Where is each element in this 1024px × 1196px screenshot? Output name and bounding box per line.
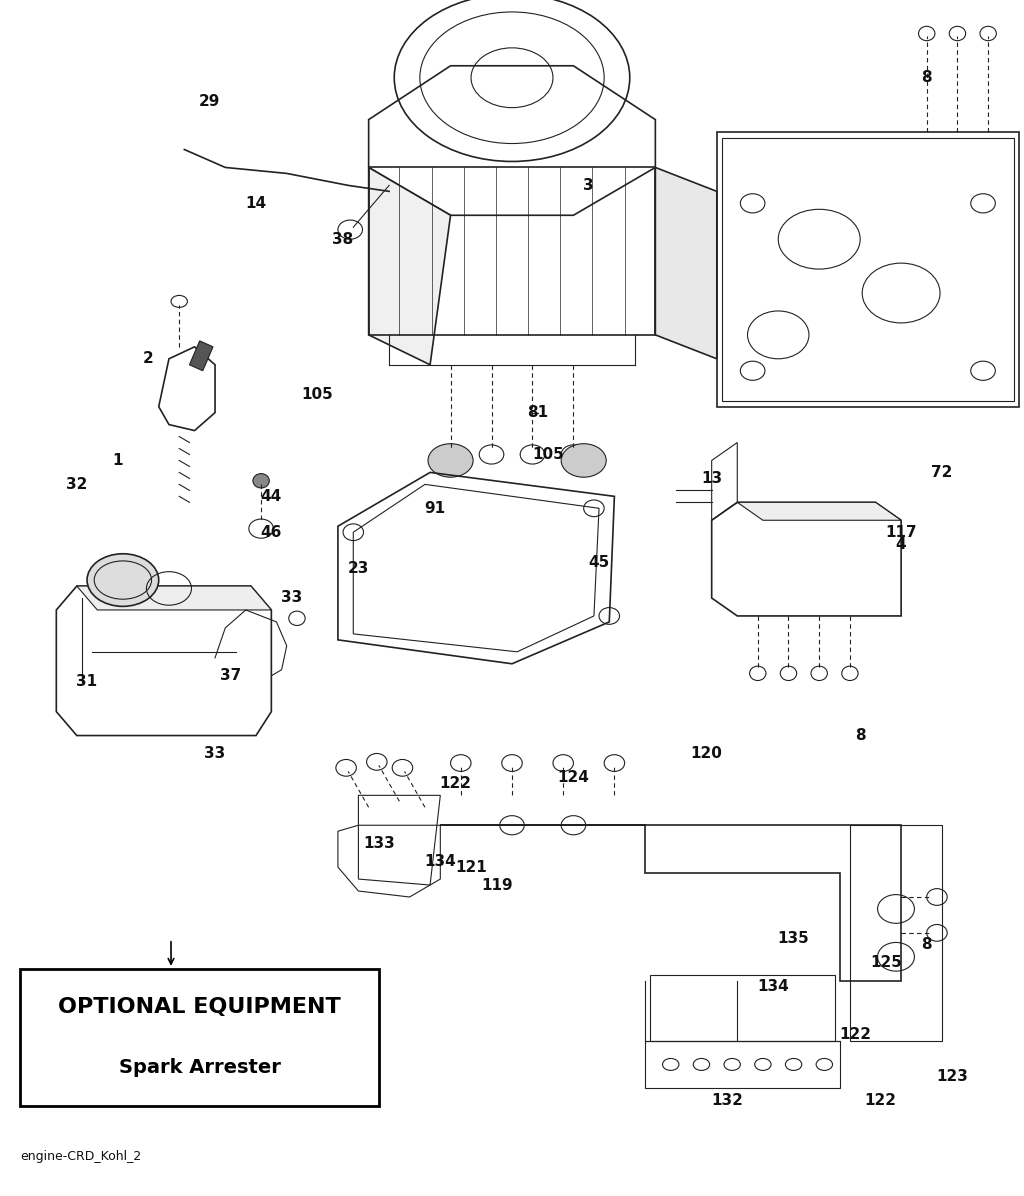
Bar [20,969,379,1106]
Text: Spark Arrester: Spark Arrester [119,1058,281,1078]
Ellipse shape [87,554,159,606]
Text: 133: 133 [362,836,395,850]
Text: engine-CRD_Kohl_2: engine-CRD_Kohl_2 [20,1149,141,1163]
Text: 29: 29 [200,94,220,109]
Ellipse shape [428,444,473,477]
Text: 125: 125 [869,956,902,970]
Text: 135: 135 [777,932,810,946]
Text: 45: 45 [589,555,609,569]
Text: 72: 72 [932,465,952,480]
Text: 46: 46 [261,525,282,539]
Text: 117: 117 [886,525,916,539]
Text: 81: 81 [527,405,548,420]
Text: 91: 91 [425,501,445,515]
Text: 120: 120 [690,746,723,761]
Text: 38: 38 [333,232,353,246]
Text: 33: 33 [282,591,302,605]
Text: 37: 37 [220,669,241,683]
Polygon shape [77,586,271,610]
Text: 122: 122 [839,1027,871,1042]
Text: 122: 122 [439,776,472,791]
Text: 122: 122 [864,1093,897,1107]
Polygon shape [655,167,717,359]
Text: 119: 119 [481,878,512,892]
Text: 33: 33 [205,746,225,761]
Polygon shape [369,167,451,365]
Text: 121: 121 [455,860,487,874]
Text: 134: 134 [757,980,790,994]
Text: 105: 105 [301,388,334,402]
Text: 31: 31 [77,675,97,689]
Text: 32: 32 [67,477,87,492]
Text: 13: 13 [701,471,722,486]
Text: 8: 8 [855,728,865,743]
Ellipse shape [253,474,269,488]
Text: 3: 3 [584,178,594,193]
Text: 44: 44 [261,489,282,504]
Bar [645,1041,840,1088]
Text: 132: 132 [711,1093,743,1107]
Text: 8: 8 [922,71,932,85]
Bar [650,975,835,1041]
Bar [722,138,1014,401]
Ellipse shape [561,444,606,477]
Text: 2: 2 [143,352,154,366]
Text: 123: 123 [936,1069,969,1084]
Polygon shape [737,502,901,520]
Text: 23: 23 [348,561,369,575]
Polygon shape [189,341,213,371]
Text: 8: 8 [922,938,932,952]
Text: 105: 105 [531,447,564,462]
Text: 124: 124 [557,770,590,785]
Text: 4: 4 [896,537,906,551]
Text: OPTIONAL EQUIPMENT: OPTIONAL EQUIPMENT [58,997,341,1018]
Text: 14: 14 [246,196,266,210]
Text: 134: 134 [424,854,457,868]
Text: 1: 1 [113,453,123,468]
